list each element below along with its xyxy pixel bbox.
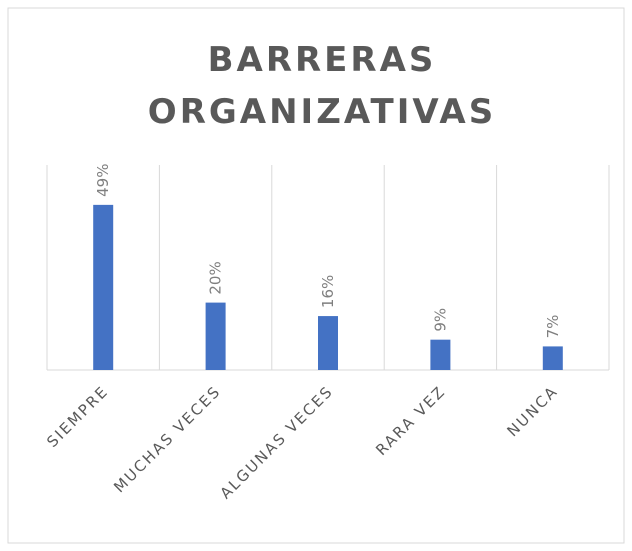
bar: [542, 346, 563, 370]
bar: [430, 339, 451, 370]
bar: [93, 204, 114, 370]
data-label: 7%: [544, 315, 562, 339]
chart-title: BARRERAS ORGANIZATIVAS: [147, 40, 497, 132]
data-label: 16%: [319, 275, 337, 308]
data-label: 49%: [94, 164, 112, 197]
bar: [318, 316, 338, 370]
data-label: 20%: [207, 261, 225, 294]
data-label: 9%: [431, 308, 449, 332]
bar: [205, 302, 226, 370]
